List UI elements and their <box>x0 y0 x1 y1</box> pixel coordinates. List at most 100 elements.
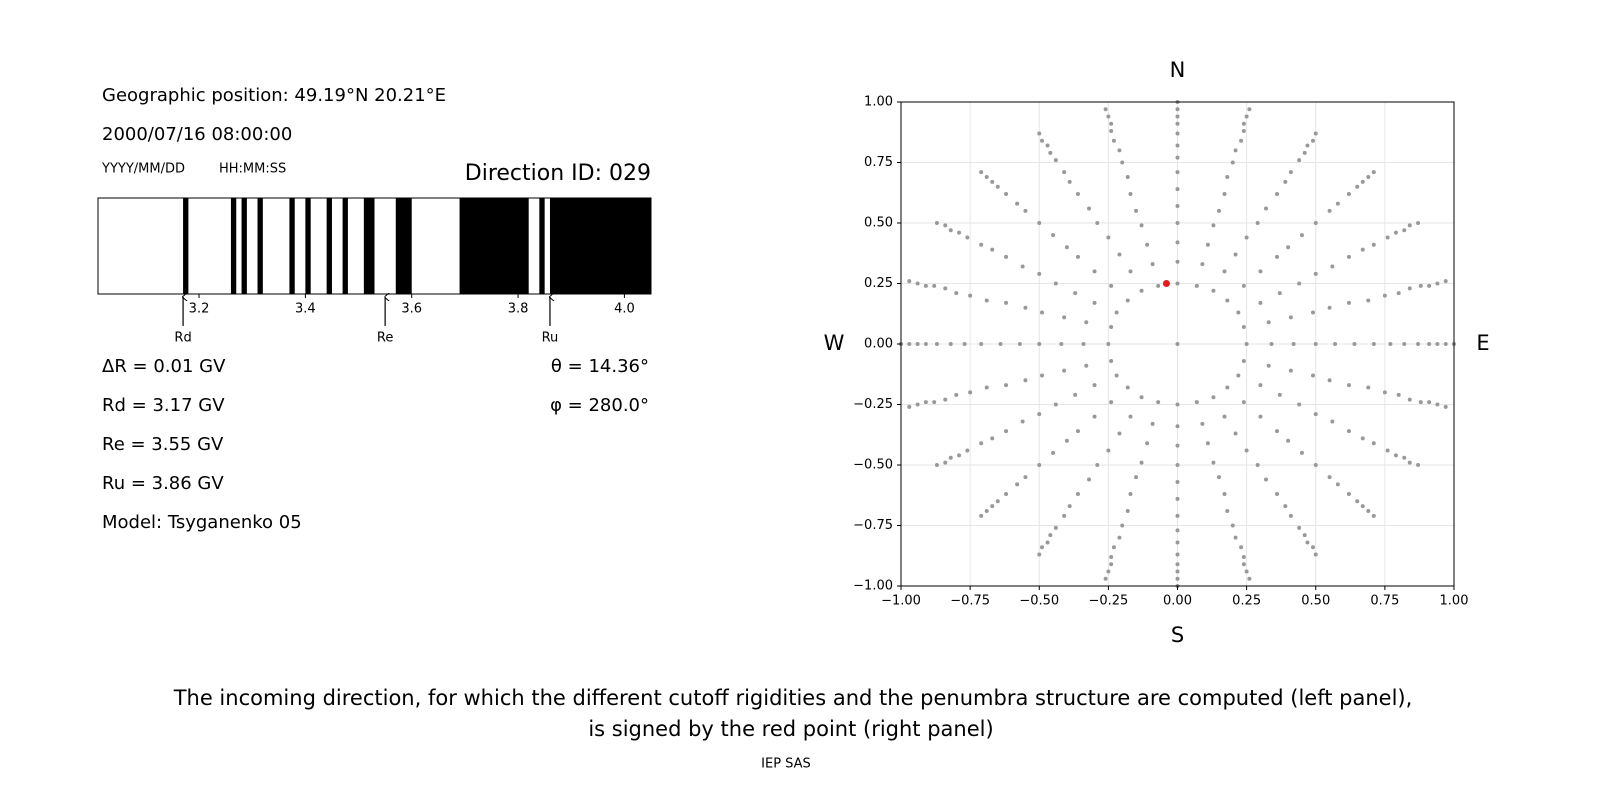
direction-point <box>1407 223 1412 228</box>
direction-point <box>1037 131 1042 136</box>
direction-point <box>1288 315 1293 320</box>
direction-point <box>1092 383 1097 388</box>
direction-point <box>979 242 984 247</box>
direction-point <box>984 175 989 180</box>
direction-point <box>1175 569 1180 574</box>
direction-point <box>1382 293 1387 298</box>
rigidity-label: Rd <box>174 331 191 346</box>
compass-label: S <box>1171 623 1184 647</box>
direction-point <box>1427 283 1432 288</box>
direction-point <box>1297 281 1302 286</box>
direction-point <box>995 499 1000 504</box>
direction-point <box>1109 121 1114 126</box>
direction-point <box>1117 535 1122 540</box>
forbidden-band <box>326 198 332 294</box>
direction-point <box>1175 281 1180 286</box>
direction-point <box>1305 540 1310 545</box>
direction-point <box>1156 400 1161 405</box>
direction-point <box>1211 395 1216 400</box>
x-tick-label: 0.50 <box>1301 594 1330 609</box>
direction-point <box>990 504 995 509</box>
direction-point <box>1175 114 1180 119</box>
direction-point <box>1134 475 1139 480</box>
direction-point <box>1233 252 1238 257</box>
forbidden-band <box>183 198 189 294</box>
direction-point <box>965 235 970 240</box>
direction-point <box>1275 191 1280 196</box>
direction-point <box>948 228 953 233</box>
direction-point <box>1360 247 1365 252</box>
direction-point <box>1435 281 1440 286</box>
direction-point <box>1175 170 1180 175</box>
direction-point <box>1037 412 1042 417</box>
direction-point <box>1092 269 1097 274</box>
direction-point <box>1244 114 1249 119</box>
forbidden-band <box>241 198 247 294</box>
direction-point <box>984 385 989 390</box>
direction-point <box>1371 441 1376 446</box>
direction-point <box>1075 492 1080 497</box>
direction-point <box>1288 170 1293 175</box>
direction-point <box>1037 271 1042 276</box>
forbidden-band <box>395 198 412 294</box>
direction-point <box>1087 206 1092 211</box>
direction-point <box>1139 288 1144 293</box>
direction-point <box>1346 254 1351 259</box>
direction-point <box>1247 107 1252 112</box>
direction-point <box>1225 508 1230 513</box>
direction-point <box>1040 310 1045 315</box>
y-tick-label: −0.50 <box>853 458 893 473</box>
direction-point <box>1175 562 1180 567</box>
direction-point <box>1297 158 1302 163</box>
direction-point <box>1062 368 1067 373</box>
direction-point <box>1286 438 1291 443</box>
direction-point <box>1236 373 1241 378</box>
direction-point <box>1200 421 1205 426</box>
direction-point <box>1073 291 1078 296</box>
y-tick-label: 0.25 <box>864 276 893 291</box>
direction-point <box>1230 523 1235 528</box>
direction-point <box>1275 492 1280 497</box>
direction-point <box>1062 513 1067 518</box>
direction-point <box>1211 223 1216 228</box>
direction-point <box>1040 373 1045 378</box>
direction-point <box>1175 552 1180 557</box>
direction-point <box>1241 325 1246 330</box>
x-tick-label: −1.00 <box>881 594 921 609</box>
direction-point <box>1247 576 1252 581</box>
rigidity-label: Re <box>377 331 393 346</box>
direction-point <box>1175 443 1180 448</box>
direction-point <box>1040 545 1045 550</box>
direction-point <box>1073 392 1078 397</box>
direction-point <box>1233 431 1238 436</box>
direction-point <box>1175 131 1180 136</box>
direction-point <box>1200 262 1205 267</box>
direction-point <box>1053 402 1058 407</box>
direction-point <box>907 279 912 284</box>
direction-point <box>1048 533 1053 538</box>
direction-point <box>1371 170 1376 175</box>
direction-point <box>1435 342 1440 346</box>
direction-point <box>1109 325 1114 330</box>
direction-point <box>1053 281 1058 286</box>
x-tick-label: −0.25 <box>1088 594 1128 609</box>
forbidden-band <box>459 198 529 294</box>
credit: IEP SAS <box>761 757 811 772</box>
caption-line: is signed by the red point (right panel) <box>588 717 993 741</box>
direction-point <box>957 230 962 235</box>
direction-point <box>1244 235 1249 240</box>
direction-point <box>1075 429 1080 434</box>
direction-point <box>1402 228 1407 233</box>
direction-point <box>1360 504 1365 509</box>
x-tick-label: −0.75 <box>950 594 990 609</box>
direction-point <box>1244 342 1249 346</box>
direction-point <box>1299 450 1304 455</box>
direction-point <box>1407 460 1412 465</box>
direction-point <box>1128 191 1133 196</box>
direction-point <box>1385 448 1390 453</box>
direction-point <box>984 298 989 303</box>
direction-point <box>1297 402 1302 407</box>
direction-point <box>1313 221 1318 225</box>
direction-point <box>1241 400 1246 405</box>
direction-point <box>943 223 948 228</box>
